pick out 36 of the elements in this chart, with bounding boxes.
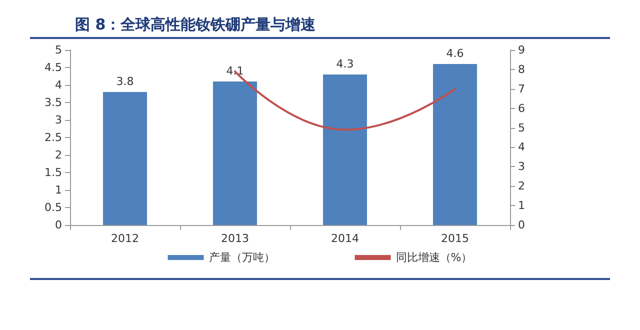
y2-tick-label: 3 [518, 160, 525, 174]
y-tick-label: 2.5 [44, 131, 62, 144]
chart-title: 图 8：全球高性能钕铁硼产量与增速 [75, 16, 317, 34]
y-tick-label: 5 [55, 44, 62, 56]
y-tick-label: 2 [55, 148, 62, 162]
legend-label: 产量（万吨） [208, 251, 275, 264]
y-tick-label: 4 [55, 78, 62, 92]
y-tick-label: 3 [55, 114, 62, 126]
y2-tick-label: 9 [518, 44, 525, 56]
y-tick-label: 1.5 [44, 166, 62, 179]
y2-tick-label: 1 [518, 199, 525, 212]
y-tick-label: 1 [55, 184, 62, 196]
y2-tick-label: 5 [518, 121, 525, 134]
y-tick-label: 4.5 [44, 61, 62, 74]
y2-tick-label: 4 [518, 140, 525, 154]
y2-tick-label: 2 [518, 180, 525, 193]
y-tick-label: 0 [55, 218, 62, 232]
legend-label: 同比增速（%） [396, 251, 472, 264]
bar [433, 64, 477, 225]
y2-tick-label: 6 [518, 102, 525, 115]
x-tick-label: 2014 [331, 232, 359, 245]
y-tick-label: 0.5 [44, 201, 62, 214]
data-label: 4.6 [446, 47, 464, 60]
x-tick-label: 2015 [441, 232, 469, 245]
y2-tick-label: 8 [518, 62, 525, 76]
y2-tick-label: 7 [518, 82, 525, 96]
data-label: 4.1 [226, 64, 244, 78]
data-label: 4.3 [336, 58, 354, 70]
x-tick-label: 2012 [111, 232, 139, 245]
bar [103, 92, 147, 225]
data-label: 3.8 [116, 75, 134, 88]
bar [323, 74, 367, 225]
y2-tick-label: 0 [518, 218, 525, 232]
bar [213, 82, 257, 225]
y-tick-label: 3.5 [44, 96, 62, 109]
x-tick-label: 2013 [221, 232, 249, 245]
